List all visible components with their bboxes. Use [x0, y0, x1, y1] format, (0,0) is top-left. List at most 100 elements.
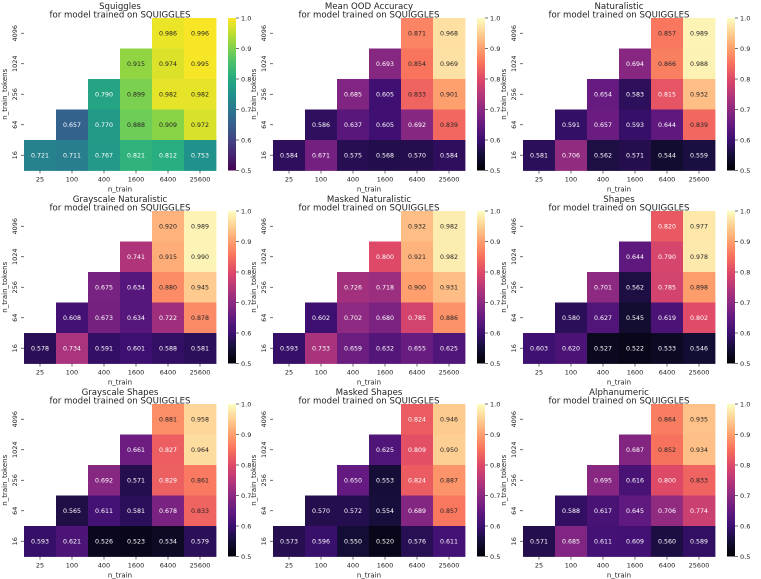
heatmap-cell [24, 140, 57, 171]
heatmap-cell [369, 465, 402, 496]
cell-value-label: 0.581 [191, 345, 209, 352]
heatmap-cell [619, 526, 652, 557]
cell-value-label: 0.568 [376, 152, 394, 159]
cell-value-label: 0.989 [690, 30, 708, 37]
y-tick-label: 1024 [260, 248, 268, 265]
panel-subtitle: for model trained on SQUIGGLES [50, 11, 191, 21]
cell-value-label: 0.958 [191, 416, 209, 423]
heatmap-cell [587, 79, 620, 110]
panel-title: Masked Shapes [336, 388, 403, 398]
panel-title: Shapes [603, 195, 635, 205]
x-tick-label: 25600 [439, 562, 460, 570]
x-tick-label: 100 [66, 369, 78, 377]
y-tick-label: 64 [510, 314, 518, 322]
cell-value-label: 0.654 [594, 91, 612, 98]
heatmap-cell [337, 526, 370, 557]
cell-value-label: 0.565 [63, 508, 81, 515]
cell-value-label: 0.523 [127, 538, 145, 545]
heatmap-cell [120, 272, 153, 303]
heatmap-cell [184, 48, 217, 80]
cell-value-label: 0.550 [344, 538, 362, 545]
x-tick-label: 1600 [627, 369, 644, 377]
x-tick-label: 400 [98, 176, 110, 184]
heatmap-cell [152, 526, 185, 557]
cell-value-label: 0.526 [95, 538, 113, 545]
colorbar [228, 404, 236, 557]
y-tick-label: 64 [11, 314, 19, 322]
colorbar-tick-label: 0.8 [740, 461, 750, 469]
cell-value-label: 0.546 [690, 345, 708, 352]
heatmap-cell [184, 434, 217, 466]
heatmap-cell [184, 526, 217, 557]
cell-value-label: 0.827 [159, 447, 177, 454]
cell-value-label: 0.657 [63, 122, 81, 129]
colorbar-tick-label: 0.7 [241, 299, 251, 307]
cell-value-label: 0.661 [127, 447, 145, 454]
y-tick-label: 4096 [510, 25, 518, 42]
y-tick-label: 16 [260, 151, 268, 159]
heatmap-cell [120, 302, 153, 334]
cell-value-label: 0.901 [440, 91, 458, 98]
heatmap-cell [337, 465, 370, 496]
colorbar-tick-label: 0.8 [241, 268, 251, 276]
heatmap-cell [120, 465, 153, 496]
heatmap-cell [683, 211, 716, 242]
y-tick-label: 4096 [11, 25, 19, 42]
x-tick-label: 100 [565, 176, 577, 184]
heatmap-cell [433, 241, 466, 273]
heatmap-cell [369, 79, 402, 110]
colorbar-tick-label: 0.6 [490, 522, 500, 530]
cell-value-label: 0.972 [191, 122, 209, 129]
panel-title: Alphanumeric [589, 388, 649, 398]
colorbar-tick-label: 0.9 [740, 238, 750, 246]
colorbar [727, 211, 735, 364]
cell-value-label: 0.800 [658, 477, 676, 484]
heatmap-cell [401, 404, 434, 435]
x-axis-label: n_train [607, 379, 631, 387]
cell-value-label: 0.800 [376, 254, 394, 261]
y-tick-label: 64 [510, 121, 518, 129]
cell-value-label: 0.625 [376, 447, 394, 454]
x-tick-label: 100 [315, 176, 327, 184]
colorbar-tick-label: 0.9 [740, 431, 750, 439]
heatmap-cell [401, 465, 434, 496]
heatmap-cell [88, 272, 121, 303]
heatmap-cell [88, 465, 121, 496]
panel-subtitle: for model trained on SQUIGGLES [50, 204, 191, 214]
cell-value-label: 0.753 [191, 152, 209, 159]
y-tick-label: 1024 [510, 55, 518, 72]
cell-value-label: 0.946 [440, 416, 458, 423]
x-tick-label: 25 [36, 176, 44, 184]
colorbar-tick-label: 0.5 [241, 360, 251, 368]
colorbar-tick-label: 1.0 [490, 14, 500, 22]
y-tick-label: 16 [260, 344, 268, 352]
heatmap-cell [651, 18, 684, 49]
cell-value-label: 0.881 [159, 416, 177, 423]
y-tick-label: 4096 [510, 411, 518, 428]
heatmap-cell [619, 48, 652, 80]
cell-value-label: 0.581 [127, 508, 145, 515]
heatmap-cell [337, 109, 370, 141]
heatmap-cell [433, 302, 466, 334]
heatmap-cell [555, 140, 588, 171]
colorbar-tick-label: 0.6 [740, 329, 750, 337]
heatmap-cell [120, 434, 153, 466]
heatmap-cell [683, 404, 716, 435]
colorbar-tick-label: 0.7 [740, 299, 750, 307]
cell-value-label: 0.932 [690, 91, 708, 98]
colorbar-tick-label: 0.7 [740, 106, 750, 114]
heatmap-cell [651, 48, 684, 80]
heatmap-cell [184, 140, 217, 171]
cell-value-label: 0.571 [127, 477, 145, 484]
y-axis-label: n_train_tokens [250, 454, 258, 505]
y-tick-label: 4096 [260, 25, 268, 42]
x-tick-label: 25 [285, 562, 293, 570]
heatmap-cell [683, 48, 716, 80]
cell-value-label: 0.785 [658, 284, 676, 291]
heatmap-cell [88, 333, 121, 364]
heatmap-cell [555, 495, 588, 527]
colorbar-tick-label: 0.6 [241, 522, 251, 530]
cell-value-label: 0.864 [658, 416, 676, 423]
heatmap-cell [184, 79, 217, 110]
